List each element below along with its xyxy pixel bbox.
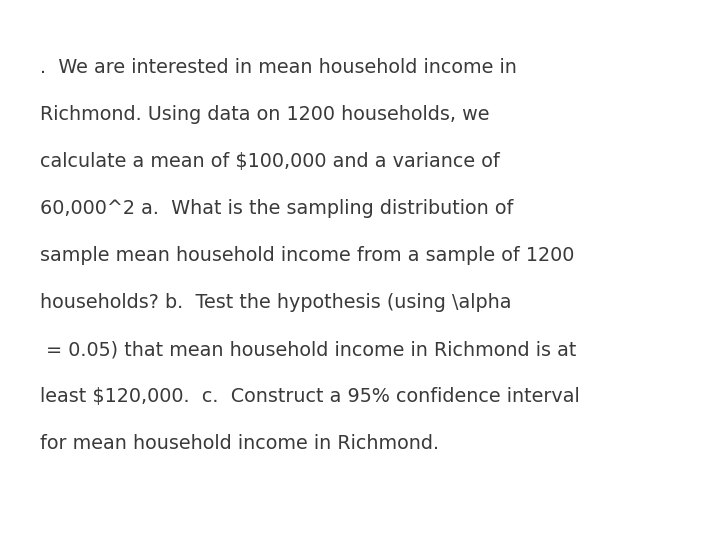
Text: 60,000^2 a.  What is the sampling distribution of: 60,000^2 a. What is the sampling distrib… [40, 199, 513, 218]
Text: .  We are interested in mean household income in: . We are interested in mean household in… [40, 58, 517, 77]
Text: calculate a mean of $100,000 and a variance of: calculate a mean of $100,000 and a varia… [40, 152, 500, 171]
Text: sample mean household income from a sample of 1200: sample mean household income from a samp… [40, 246, 574, 265]
Text: Richmond. Using data on 1200 households, we: Richmond. Using data on 1200 households,… [40, 105, 490, 124]
Text: households? b.  Test the hypothesis (using \alpha: households? b. Test the hypothesis (usin… [40, 293, 511, 312]
Text: = 0.05) that mean household income in Richmond is at: = 0.05) that mean household income in Ri… [40, 340, 576, 359]
Text: least $120,000.  c.  Construct a 95% confidence interval: least $120,000. c. Construct a 95% confi… [40, 387, 580, 406]
Text: for mean household income in Richmond.: for mean household income in Richmond. [40, 434, 439, 453]
